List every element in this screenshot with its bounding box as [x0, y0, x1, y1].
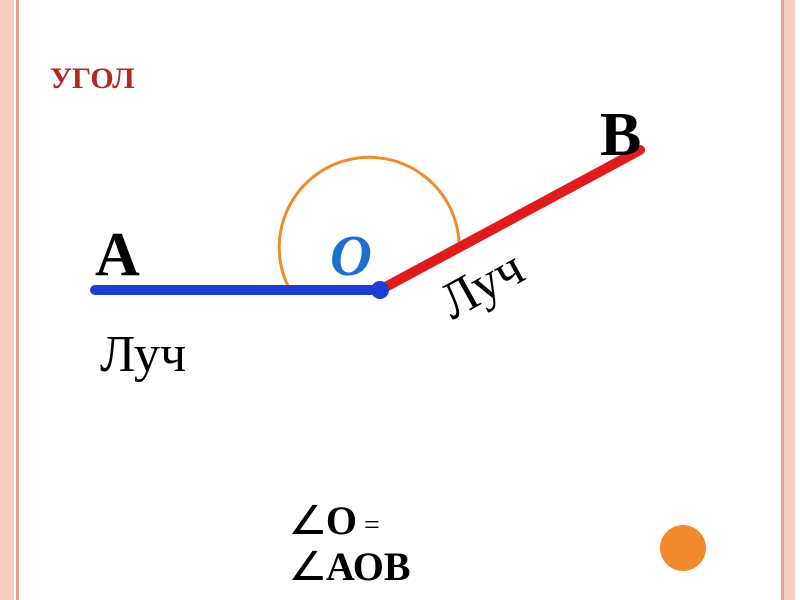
vertex-dot: [371, 281, 389, 299]
slide-bullet-icon: [660, 525, 706, 571]
angle-symbol-icon: ∠: [288, 544, 327, 590]
angle-equation: ∠О = ∠АОВ: [290, 498, 411, 590]
label-a: А: [95, 220, 140, 291]
equation-line-1: ∠О =: [290, 498, 411, 544]
label-o-vertex: О: [330, 222, 372, 289]
label-b: В: [600, 100, 641, 171]
equation-line2-main: АОВ: [326, 544, 411, 589]
equation-line1-suffix: =: [357, 510, 380, 541]
equation-line1-main: О: [326, 498, 357, 543]
angle-symbol-icon: ∠: [288, 498, 327, 544]
equation-line-2: ∠АОВ: [290, 544, 411, 590]
label-ray-oa: Луч: [100, 325, 186, 384]
